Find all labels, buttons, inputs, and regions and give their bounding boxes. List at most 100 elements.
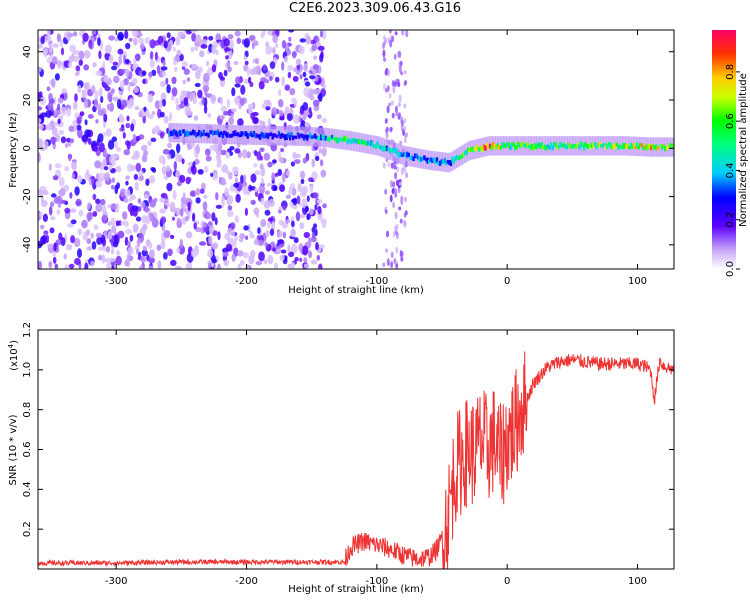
- spectrogram-signal-cell: [571, 144, 575, 149]
- colorbar-tick-label: 0.4: [725, 162, 736, 178]
- spectrogram-noise-speckle: [138, 170, 144, 176]
- spectrogram-signal-cell: [562, 143, 565, 148]
- spectrogram-noise-speckle: [123, 78, 129, 86]
- spectrogram-noise-speckle: [243, 78, 250, 84]
- spectrogram-signal-cell: [650, 145, 653, 151]
- spectrogram-noise-speckle: [38, 118, 42, 124]
- spectrogram-noise-speckle: [56, 59, 63, 69]
- spectrogram-noise-speckle: [391, 112, 395, 119]
- spectrogram-noise-speckle: [397, 102, 401, 108]
- spectrogram-noise-speckle: [125, 122, 131, 129]
- spectrogram-noise-speckle: [44, 35, 52, 43]
- spectrogram-signal-cell: [551, 145, 554, 151]
- spectrogram-signal-cell: [449, 160, 453, 166]
- spectrogram-noise-speckle: [67, 32, 74, 38]
- spectrogram-signal-cell: [471, 146, 475, 153]
- spectrogram-noise-speckle: [259, 163, 264, 170]
- spectrogram-noise-speckle: [306, 213, 310, 221]
- spectrogram-noise-speckle: [314, 204, 318, 211]
- spectrogram-noise-speckle: [318, 147, 322, 154]
- spectrogram-noise-speckle: [133, 57, 137, 67]
- spectrogram-noise-speckle: [275, 43, 279, 48]
- snr-x-tick-label: -100: [366, 576, 389, 587]
- spectrogram-signal-cell: [559, 141, 562, 148]
- spectrogram-noise-speckle: [75, 65, 81, 72]
- spectrogram-signal-cell: [365, 141, 368, 147]
- snr-y-multiplier: (x104): [7, 340, 20, 371]
- spectrogram-signal-cell: [332, 137, 335, 141]
- spectrogram-noise-speckle: [200, 39, 208, 45]
- spectrogram-noise-speckle: [203, 104, 208, 114]
- spectrogram-noise-speckle: [307, 239, 312, 249]
- spectrogram-signal-cell: [218, 132, 221, 138]
- spectrogram-signal-cell: [184, 131, 187, 137]
- spectrogram-noise-speckle: [394, 188, 398, 196]
- spectrogram-noise-speckle: [299, 222, 305, 230]
- spectrogram-noise-speckle: [149, 59, 155, 68]
- spectrogram-noise-speckle: [255, 261, 263, 266]
- spectrogram-noise-speckle: [261, 103, 267, 109]
- spectrogram-noise-speckle: [314, 228, 318, 237]
- spectrogram-noise-speckle: [97, 109, 105, 116]
- spectrogram-noise-speckle: [403, 126, 407, 132]
- spectrogram-signal-cell: [194, 132, 198, 138]
- spectrogram-signal-cell: [498, 144, 501, 150]
- colorbar-tick-label: 0.8: [725, 64, 736, 80]
- spectrogram-noise-speckle: [162, 148, 170, 155]
- spectrogram-noise-speckle: [129, 196, 133, 202]
- spectrogram-noise-speckle: [394, 230, 398, 235]
- spectrogram-noise-speckle: [38, 139, 44, 149]
- spectrogram-noise-speckle: [60, 136, 67, 144]
- spectrogram-signal-cell: [254, 133, 257, 139]
- spectrogram-signal-cell: [320, 134, 323, 141]
- spectrogram-signal-cell: [499, 145, 503, 150]
- spectrogram-noise-speckle: [134, 181, 139, 191]
- spectrogram-signal-cell: [534, 143, 537, 149]
- spectrogram-noise-speckle: [86, 169, 90, 177]
- spectrogram-signal-cell: [485, 142, 489, 147]
- spectrogram-noise-speckle: [136, 238, 141, 247]
- spectrogram-noise-speckle: [225, 55, 229, 60]
- spectrogram-signal-cell: [354, 139, 357, 144]
- spectrogram-signal-cell: [481, 146, 484, 153]
- spectrogram-noise-speckle: [244, 207, 248, 216]
- spectrogram-signal-halo: [610, 136, 614, 156]
- spectrogram-noise-speckle: [58, 129, 65, 136]
- spectrogram-noise-speckle: [227, 205, 233, 211]
- spectrogram-signal-cell: [479, 146, 482, 151]
- spectrogram-noise-speckle: [112, 61, 119, 66]
- spectrogram-signal-cell: [260, 132, 263, 138]
- spectrogram-noise-speckle: [302, 110, 307, 121]
- spectrogram-noise-speckle: [119, 188, 126, 198]
- spectrogram-noise-speckle: [225, 169, 230, 175]
- snr-series-line: [38, 351, 674, 569]
- spectrogram-noise-speckle: [234, 96, 240, 104]
- spectrogram-signal-cell: [352, 138, 356, 142]
- spectrogram-noise-speckle: [180, 208, 184, 217]
- spectrogram-noise-speckle: [172, 46, 176, 52]
- spectrogram-noise-speckle: [391, 80, 395, 87]
- spectrogram-noise-speckle: [39, 185, 47, 191]
- spectrogram-noise-speckle: [246, 151, 251, 159]
- spectrogram-noise-speckle: [254, 170, 261, 176]
- spectrogram-signal-cell: [601, 143, 604, 148]
- spectrogram-noise-speckle: [167, 142, 172, 149]
- spectrogram-noise-speckle: [181, 158, 185, 165]
- spectrogram-noise-speckle: [299, 170, 306, 180]
- spectrogram-signal-cell: [612, 143, 615, 150]
- spectrogram-noise-speckle: [124, 30, 129, 40]
- spectrogram-noise-speckle: [132, 64, 137, 71]
- spectrogram-noise-speckle: [220, 105, 227, 112]
- spectrogram-signal-cell: [435, 157, 439, 163]
- spectrogram-signal-cell: [326, 136, 329, 141]
- spectrogram-signal-cell: [187, 131, 190, 137]
- spectrogram-noise-speckle: [203, 72, 210, 83]
- spectrogram-noise-speckle: [223, 38, 230, 47]
- spectrogram-noise-speckle: [110, 88, 115, 94]
- spectrogram-noise-speckle: [384, 188, 388, 195]
- spectrogram-signal-cell: [614, 143, 617, 149]
- spectrogram-signal-cell: [346, 139, 349, 145]
- spectrogram-noise-speckle: [103, 166, 109, 171]
- spectrogram-noise-speckle: [156, 65, 161, 75]
- spectrogram-noise-speckle: [255, 57, 260, 65]
